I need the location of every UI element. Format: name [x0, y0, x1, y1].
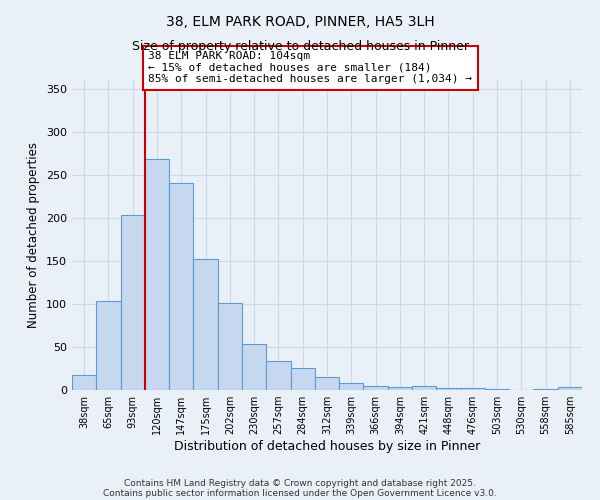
Bar [72, 374, 96, 390]
Bar [533, 389, 558, 390]
Text: 38, ELM PARK ROAD, PINNER, HA5 3LH: 38, ELM PARK ROAD, PINNER, HA5 3LH [166, 15, 434, 29]
Bar [242, 344, 266, 390]
Bar [364, 386, 388, 390]
X-axis label: Distribution of detached houses by size in Pinner: Distribution of detached houses by size … [174, 440, 480, 453]
Bar [96, 302, 121, 390]
Text: 38 ELM PARK ROAD: 104sqm
← 15% of detached houses are smaller (184)
85% of semi-: 38 ELM PARK ROAD: 104sqm ← 15% of detach… [149, 51, 473, 84]
Text: Contains HM Land Registry data © Crown copyright and database right 2025.: Contains HM Land Registry data © Crown c… [124, 478, 476, 488]
Bar [461, 388, 485, 390]
Bar [485, 389, 509, 390]
Bar [315, 377, 339, 390]
Bar [436, 388, 461, 390]
Bar [121, 215, 145, 390]
Bar [290, 368, 315, 390]
Bar [145, 159, 169, 390]
Bar [218, 303, 242, 390]
Text: Size of property relative to detached houses in Pinner: Size of property relative to detached ho… [131, 40, 469, 53]
Bar [169, 184, 193, 390]
Bar [388, 386, 412, 390]
Bar [339, 383, 364, 390]
Bar [412, 386, 436, 390]
Bar [558, 388, 582, 390]
Bar [193, 259, 218, 390]
Text: Contains public sector information licensed under the Open Government Licence v3: Contains public sector information licen… [103, 488, 497, 498]
Y-axis label: Number of detached properties: Number of detached properties [28, 142, 40, 328]
Bar [266, 360, 290, 390]
